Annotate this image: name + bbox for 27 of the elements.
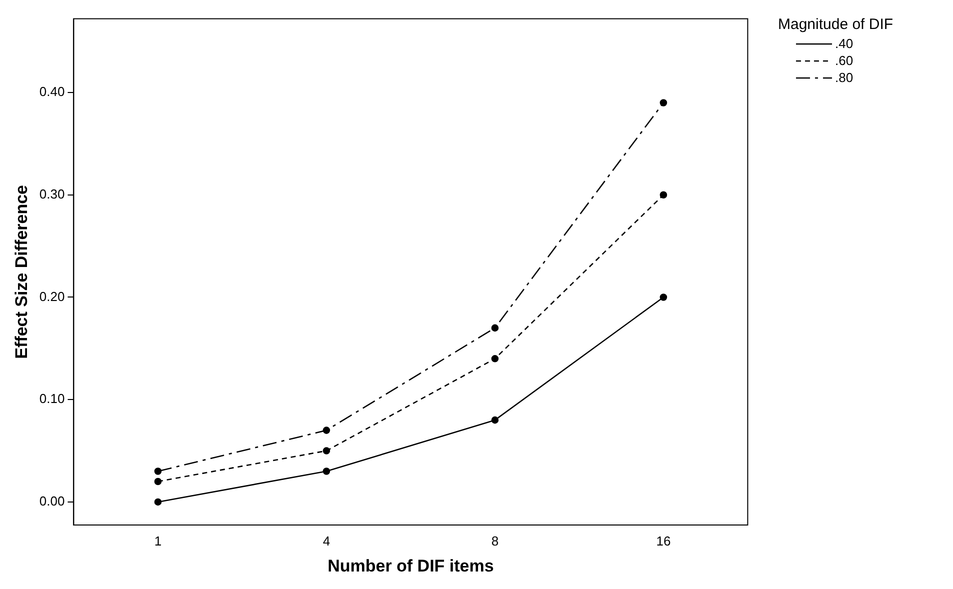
- point: [154, 478, 162, 486]
- legend-title: Magnitude of DIF: [778, 16, 894, 33]
- point: [660, 294, 668, 301]
- legend-label: .60: [835, 53, 854, 68]
- point: [322, 426, 330, 434]
- x-tick-label: 4: [322, 533, 330, 548]
- point: [322, 468, 330, 475]
- y-tick-label: 0.40: [39, 84, 65, 100]
- x-tick-label: 16: [656, 533, 671, 548]
- point: [660, 99, 668, 106]
- x-tick-label: 8: [491, 533, 499, 548]
- x-tick-label: 1: [154, 533, 162, 548]
- y-tick-label: 0.20: [39, 288, 65, 304]
- point: [491, 416, 499, 424]
- point: [154, 468, 162, 475]
- y-tick-label: 0.10: [39, 391, 65, 406]
- x-axis-title: Number of DIF items: [328, 556, 494, 576]
- point: [491, 355, 499, 362]
- point: [660, 191, 668, 199]
- legend-label: .80: [835, 70, 854, 85]
- y-axis-title: Effect Size Difference: [12, 184, 31, 359]
- point: [322, 447, 330, 454]
- point: [491, 324, 499, 332]
- legend-label: .40: [835, 36, 854, 51]
- point: [154, 498, 162, 506]
- y-tick-label: 0.00: [39, 494, 65, 509]
- y-tick-label: 0.30: [39, 186, 65, 202]
